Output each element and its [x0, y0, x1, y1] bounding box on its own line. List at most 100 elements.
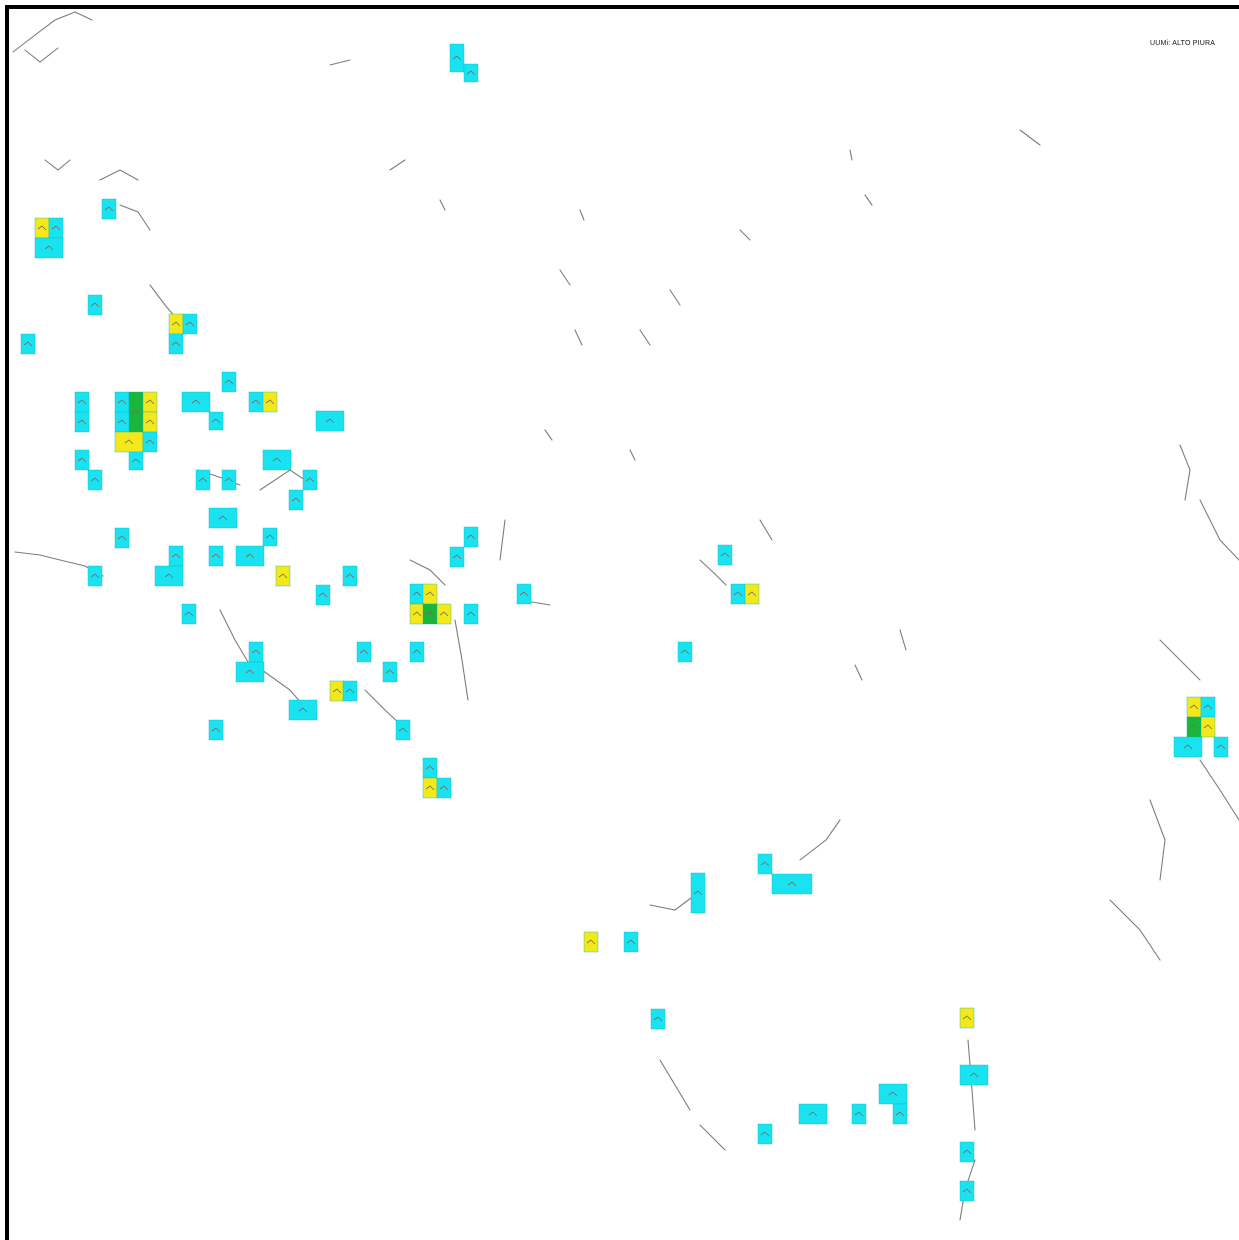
settlement-mark	[104, 206, 114, 212]
green-map-tile	[128, 391, 144, 433]
cyan-map-tile	[221, 371, 237, 393]
cyan-map-tile	[315, 584, 331, 606]
settlement-mark	[171, 553, 181, 559]
cyan-map-tile	[142, 431, 158, 453]
road-segment	[899, 629, 907, 651]
yellow-map-tile	[329, 680, 345, 702]
settlement-mark	[171, 321, 181, 327]
road-segment	[1159, 639, 1201, 681]
road-segment	[639, 329, 651, 346]
settlement-mark	[145, 439, 155, 445]
cyan-map-tile	[516, 583, 532, 605]
settlement-mark	[359, 649, 369, 655]
road-segment	[454, 619, 469, 701]
settlement-mark	[90, 573, 100, 579]
settlement-mark	[218, 515, 228, 521]
settlement-mark	[224, 477, 234, 483]
cyan-map-tile	[436, 777, 452, 799]
cyan-map-tile	[449, 43, 465, 73]
cyan-map-tile	[235, 661, 265, 683]
road-segment	[659, 1059, 691, 1111]
cyan-map-tile	[262, 527, 278, 547]
cyan-map-tile	[463, 526, 479, 548]
road-segment	[24, 47, 59, 63]
road-segment	[1109, 899, 1161, 961]
cyan-map-tile	[422, 757, 438, 779]
settlement-mark	[77, 419, 87, 425]
settlement-mark	[272, 457, 282, 463]
cyan-map-tile	[154, 565, 184, 587]
yellow-map-tile	[1200, 716, 1216, 738]
settlement-mark	[298, 707, 308, 713]
settlement-mark	[332, 688, 342, 694]
cyan-map-tile	[959, 1064, 989, 1086]
settlement-mark	[185, 321, 195, 327]
cyan-map-tile	[409, 583, 425, 605]
settlement-mark	[1203, 724, 1213, 730]
settlement-mark	[245, 669, 255, 675]
road-segment	[559, 269, 571, 286]
cyan-map-tile	[677, 641, 693, 663]
settlement-mark	[251, 399, 261, 405]
settlement-mark	[787, 881, 797, 887]
cyan-map-tile	[114, 527, 130, 549]
road-segment	[699, 1124, 726, 1151]
settlement-mark	[265, 399, 275, 405]
settlement-mark	[398, 727, 408, 733]
settlement-mark	[747, 591, 757, 597]
cyan-map-tile	[182, 313, 198, 335]
settlement-mark	[733, 591, 743, 597]
map-tiles	[20, 43, 1229, 1202]
settlement-mark	[693, 890, 703, 896]
settlement-mark	[626, 939, 636, 945]
road-segment	[329, 59, 351, 66]
yellow-map-tile	[168, 313, 184, 335]
cyan-map-tile	[168, 333, 184, 355]
settlement-mark	[245, 553, 255, 559]
cyan-map-tile	[235, 545, 265, 567]
cyan-map-tile	[342, 680, 358, 702]
settlement-mark	[265, 534, 275, 540]
yellow-map-tile	[114, 431, 144, 453]
road-segment	[579, 209, 585, 221]
cyan-map-tile	[382, 661, 398, 683]
settlement-mark	[145, 399, 155, 405]
settlement-mark	[452, 55, 462, 61]
settlement-mark	[412, 611, 422, 617]
settlement-mark	[808, 1111, 818, 1117]
road-segment	[967, 1039, 976, 1131]
settlement-mark	[211, 553, 221, 559]
road-segment	[219, 609, 249, 663]
yellow-map-tile	[436, 603, 452, 625]
settlement-mark	[77, 399, 87, 405]
settlement-mark	[291, 497, 301, 503]
settlement-mark	[962, 1188, 972, 1194]
cyan-map-tile	[1173, 736, 1203, 758]
road-segment	[1199, 759, 1239, 821]
settlement-mark	[23, 341, 33, 347]
cyan-map-tile	[74, 411, 90, 433]
map-frame	[5, 5, 1239, 1240]
cyan-map-tile	[288, 699, 318, 721]
cyan-map-tile	[195, 469, 211, 491]
settlement-mark	[171, 341, 181, 347]
settlement-mark	[90, 302, 100, 308]
cyan-map-tile	[20, 333, 36, 355]
cyan-map-tile	[114, 391, 130, 413]
road-segment	[119, 204, 151, 231]
green-map-tile	[1186, 716, 1202, 738]
road-segment	[1179, 444, 1191, 501]
road-segment	[409, 559, 446, 586]
cyan-map-tile	[128, 451, 144, 471]
road-segment	[389, 159, 406, 171]
yellow-map-tile	[744, 583, 760, 605]
road-segment	[799, 819, 841, 861]
cyan-map-tile	[757, 1123, 773, 1145]
cyan-map-tile	[892, 1103, 908, 1125]
yellow-map-tile	[422, 583, 438, 605]
settlement-mark	[131, 409, 141, 415]
settlement-mark	[1183, 744, 1193, 750]
settlement-mark	[198, 477, 208, 483]
settlement-mark	[117, 535, 127, 541]
settlement-mark	[452, 554, 462, 560]
